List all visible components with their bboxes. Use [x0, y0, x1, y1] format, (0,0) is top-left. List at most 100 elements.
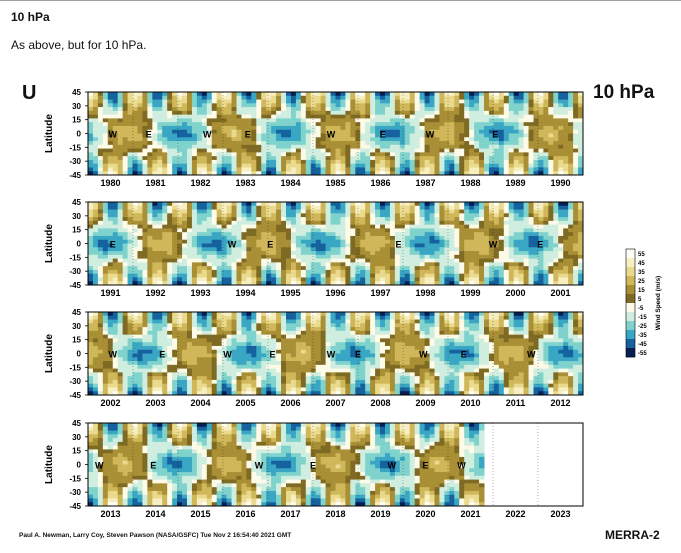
- heatmap-cell: [276, 107, 282, 112]
- heatmap-cell: [177, 205, 183, 211]
- heatmap-cell: [508, 232, 515, 237]
- heatmap-cell: [518, 239, 525, 244]
- heatmap-cell: [355, 273, 361, 278]
- heatmap-cell: [568, 133, 574, 138]
- heatmap-cell: [172, 372, 178, 377]
- heatmap-cell: [152, 202, 158, 207]
- heatmap-cell: [276, 228, 282, 233]
- heatmap-cell: [365, 148, 371, 153]
- heatmap-cell: [385, 141, 391, 146]
- heatmap-cell: [498, 273, 505, 278]
- heatmap-cell: [191, 345, 198, 351]
- heatmap-cell: [152, 110, 158, 116]
- heatmap-cell: [409, 258, 416, 263]
- heatmap-cell: [132, 383, 138, 388]
- heatmap-cell: [310, 107, 317, 112]
- heatmap-cell: [231, 217, 237, 222]
- heatmap-cell: [479, 277, 485, 282]
- heatmap-cell: [196, 266, 203, 271]
- heatmap-cell: [459, 99, 465, 104]
- heatmap-cell: [196, 319, 203, 324]
- heatmap-cell: [474, 277, 480, 282]
- heatmap-cell: [404, 220, 411, 226]
- heatmap-cell: [187, 353, 193, 358]
- heatmap-cell: [102, 258, 109, 263]
- heatmap-cell: [375, 137, 381, 142]
- heatmap-cell: [196, 277, 203, 282]
- heatmap-cell: [97, 376, 104, 381]
- heatmap-cell: [563, 243, 569, 248]
- heatmap-cell: [107, 95, 114, 101]
- heatmap-cell: [191, 232, 198, 237]
- heatmap-cell: [310, 152, 317, 157]
- heatmap-cell: [533, 228, 539, 233]
- heatmap-cell: [241, 251, 247, 256]
- heatmap-cell: [241, 152, 247, 157]
- heatmap-cell: [216, 125, 223, 131]
- heatmap-cell: [266, 202, 272, 207]
- heatmap-cell: [137, 125, 143, 131]
- heatmap-cell: [147, 209, 153, 214]
- heatmap-cell: [533, 129, 539, 134]
- heatmap-cell: [196, 262, 203, 267]
- heatmap-cell: [330, 122, 336, 127]
- heatmap-cell: [434, 103, 440, 108]
- heatmap-cell: [147, 368, 153, 373]
- heatmap-cell: [454, 114, 460, 119]
- heatmap-cell: [271, 262, 277, 267]
- heatmap-cell: [553, 129, 559, 134]
- heatmap-cell: [439, 269, 445, 275]
- heatmap-cell: [459, 247, 465, 252]
- heatmap-cell: [246, 118, 252, 123]
- heatmap-cell: [142, 247, 148, 252]
- heatmap-cell: [370, 266, 376, 271]
- y-axis-label: Latitude: [44, 224, 55, 263]
- heatmap-cell: [488, 129, 495, 134]
- heatmap-cell: [355, 95, 361, 101]
- heatmap-cell: [429, 232, 435, 237]
- heatmap-cell: [281, 220, 287, 226]
- heatmap-cell: [182, 125, 188, 131]
- heatmap-cell: [132, 330, 138, 336]
- heatmap-cell: [429, 95, 435, 101]
- heatmap-cell: [122, 330, 129, 336]
- heatmap-cell: [122, 338, 129, 343]
- heatmap-cell: [399, 152, 406, 157]
- heatmap-cell: [523, 163, 530, 168]
- heatmap-cell: [330, 228, 336, 233]
- heatmap-cell: [241, 137, 247, 142]
- heatmap-cell: [177, 330, 183, 336]
- heatmap-cell: [434, 281, 440, 286]
- heatmap-cell: [424, 232, 431, 237]
- heatmap-cell: [548, 156, 554, 161]
- heatmap-cell: [231, 224, 237, 229]
- heatmap-cell: [305, 209, 312, 214]
- heatmap-cell: [167, 228, 173, 233]
- heatmap-cell: [459, 224, 465, 229]
- heatmap-cell: [117, 156, 124, 161]
- heatmap-cell: [187, 372, 193, 377]
- heatmap-cell: [295, 277, 302, 282]
- heatmap-cell: [548, 220, 554, 226]
- heatmap-cell: [345, 156, 351, 161]
- heatmap-cell: [399, 99, 406, 104]
- heatmap-cell: [286, 114, 292, 119]
- heatmap-cell: [375, 141, 381, 146]
- heatmap-cell: [498, 92, 505, 97]
- heatmap-cell: [424, 205, 431, 211]
- heatmap-cell: [360, 239, 366, 244]
- heatmap-cell: [112, 251, 119, 256]
- heatmap-cell: [474, 95, 480, 101]
- heatmap-cell: [578, 273, 584, 278]
- heatmap-cell: [484, 133, 490, 138]
- heatmap-cell: [385, 114, 391, 119]
- heatmap-cell: [201, 92, 208, 97]
- y-tick-label: -45: [69, 171, 81, 180]
- heatmap-cell: [558, 99, 564, 104]
- heatmap-cell: [97, 338, 104, 343]
- heatmap-cell: [409, 202, 416, 207]
- heatmap-cell: [147, 107, 153, 112]
- heatmap-cell: [320, 251, 327, 256]
- heatmap-cell: [553, 239, 559, 244]
- heatmap-cell: [226, 247, 233, 252]
